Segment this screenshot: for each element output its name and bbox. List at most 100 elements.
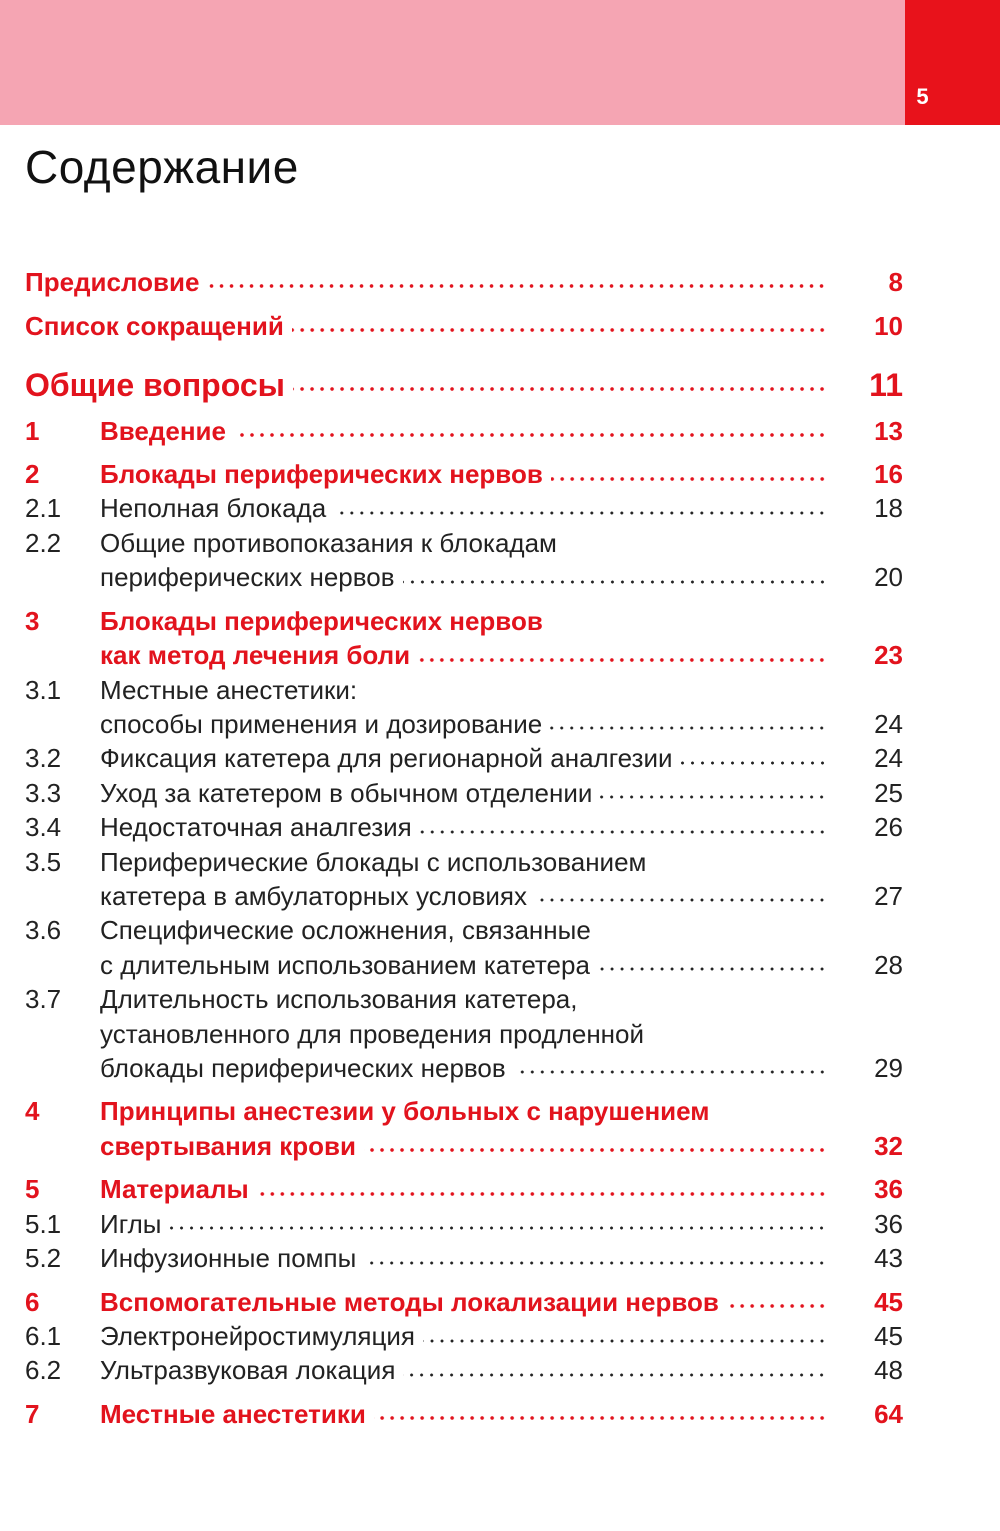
entry-page: 36 <box>874 1208 903 1239</box>
dot-leader <box>535 897 827 904</box>
entry-page: 16 <box>874 459 903 489</box>
entry-page: 11 <box>869 366 903 403</box>
page-tab <box>905 0 1000 125</box>
dot-leader <box>550 475 827 482</box>
entry-number: 3.6 <box>25 915 62 946</box>
dot-leader <box>292 386 827 392</box>
dot-leader <box>597 966 827 973</box>
entry-number: 3.2 <box>25 743 62 774</box>
entry-body: Ультразвуковая локация <box>100 1355 833 1386</box>
entry-title: установленного для проведения продленной <box>100 1018 645 1049</box>
entry-body: Электронейростимуляция <box>100 1321 833 1352</box>
entry-number: 1 <box>25 415 40 446</box>
dot-leader <box>418 656 827 663</box>
dot-leader <box>256 1190 827 1197</box>
entry-title: Принципы анестезии у больных с нарушение… <box>100 1096 710 1127</box>
entry-title: Материалы <box>100 1174 249 1205</box>
entry-body: Вспомогательные методы локализации нерво… <box>100 1287 833 1318</box>
toc-line: 3.3 Уход за катетером в обычном отделении… <box>0 776 1000 810</box>
entry-title: Инфузионные помпы <box>100 1243 357 1274</box>
entry-body: Недостаточная аналгезия <box>100 812 833 843</box>
entry-page: 45 <box>874 1321 903 1351</box>
entry-body: Блокады периферических нервов <box>100 459 833 490</box>
entry-number: 6 <box>25 1286 40 1317</box>
toc-line: 5.1 Иглы 36 <box>0 1207 1000 1241</box>
dot-leader <box>600 794 827 801</box>
toc-line: как метод лечения боли 23 <box>0 639 1000 673</box>
toc-line: 3.2 Фиксация катетера для регионарной ана… <box>0 742 1000 776</box>
dot-leader <box>334 509 827 516</box>
entry-body: Уход за катетером в обычном отделении <box>100 778 833 809</box>
entry-body: способы применения и дозирование <box>100 709 833 740</box>
dot-leader <box>550 725 827 732</box>
entry-body: Принципы анестезии у больных с нарушение… <box>100 1096 710 1127</box>
toc-line: свертывания крови 32 <box>0 1129 1000 1163</box>
entry-page: 20 <box>874 562 903 593</box>
toc-line: 6.2 Ультразвуковая локация 48 <box>0 1354 1000 1388</box>
entry-page: 27 <box>874 880 903 911</box>
entry-title: Длительность использования катетера, <box>100 984 578 1015</box>
entry-number: 3 <box>25 605 40 636</box>
dot-leader <box>373 1415 827 1422</box>
dot-leader <box>207 283 827 289</box>
entry-title: Периферические блокады с использованием <box>100 846 647 877</box>
entry-title: свертывания крови <box>100 1130 356 1161</box>
toc-line: Общие вопросы 11 <box>0 366 1000 403</box>
entry-page: 18 <box>874 493 903 524</box>
toc-line: с длительным использованием катетера 28 <box>0 948 1000 982</box>
toc-line: 2 Блокады периферических нервов 16 <box>0 458 1000 492</box>
dot-leader <box>363 1147 827 1154</box>
entry-page: 23 <box>874 640 903 671</box>
entry-title: Введение <box>100 415 226 446</box>
entry-body: Введение <box>100 416 833 447</box>
entry-number: 2.1 <box>25 493 62 524</box>
entry-title: Ультразвуковая локация <box>100 1355 396 1386</box>
entry-title: Список сокращений <box>25 310 284 341</box>
toc-line: способы применения и дозирование 24 <box>0 707 1000 741</box>
entry-title: Блокады периферических нервов <box>100 459 543 489</box>
toc-line: 3.5 Периферические блокады с использовани… <box>0 845 1000 879</box>
dot-leader <box>513 1069 827 1076</box>
entry-title: Местные анестетики <box>100 1398 366 1429</box>
entry-title: Блокады периферических нервов <box>100 605 543 636</box>
entry-title: Специфические осложнения, связанные <box>100 915 591 946</box>
entry-body: свертывания крови <box>100 1131 833 1162</box>
toc-line: катетера в амбулаторных условиях 27 <box>0 879 1000 913</box>
toc-line: установленного для проведения продленной <box>0 1017 1000 1051</box>
toc-line: 3 Блокады периферических нервов <box>0 604 1000 638</box>
entry-number: 3.5 <box>25 846 62 877</box>
toc-line: 3.1 Местные анестетики: <box>0 673 1000 707</box>
entry-title: блокады периферических нервов <box>100 1052 506 1083</box>
entry-title: периферических нервов <box>100 562 395 593</box>
entry-page: 64 <box>874 1398 903 1429</box>
entry-page: 25 <box>874 777 903 808</box>
toc-line: 5.2 Инфузионные помпы 43 <box>0 1242 1000 1276</box>
entry-number: 6.1 <box>25 1321 62 1351</box>
entry-title: Иглы <box>100 1208 162 1239</box>
dot-leader <box>726 1303 827 1310</box>
entry-page: 8 <box>888 266 903 297</box>
toc-line: 4 Принципы анестезии у больных с нарушени… <box>0 1095 1000 1129</box>
entry-page: 32 <box>874 1130 903 1161</box>
entry-number: 5 <box>25 1174 40 1205</box>
entry-body: Общие противопоказания к блокадам <box>100 528 557 559</box>
dot-leader <box>402 578 827 585</box>
dot-leader <box>422 1337 827 1344</box>
entry-number: 2 <box>25 459 40 489</box>
toc-line: 7 Местные анестетики 64 <box>0 1397 1000 1431</box>
entry-page: 26 <box>874 812 903 843</box>
toc-line: Список сокращений 10 <box>0 309 1000 343</box>
toc-line: 3.6 Специфические осложнения, связанные <box>0 914 1000 948</box>
entry-title: Неполная блокада <box>100 493 327 524</box>
entry-body: Материалы <box>100 1174 833 1205</box>
entry-number: 5.2 <box>25 1243 62 1274</box>
entry-body: Фиксация катетера для регионарной аналге… <box>100 743 833 774</box>
toc-line: 2.1 Неполная блокада 18 <box>0 492 1000 526</box>
entry-number: 6.2 <box>25 1355 62 1386</box>
entry-body: Иглы <box>100 1209 833 1240</box>
entry-title: Недостаточная аналгезия <box>100 812 412 843</box>
dot-leader <box>291 327 827 333</box>
entry-number: 4 <box>25 1096 40 1127</box>
entry-page: 24 <box>874 708 903 739</box>
